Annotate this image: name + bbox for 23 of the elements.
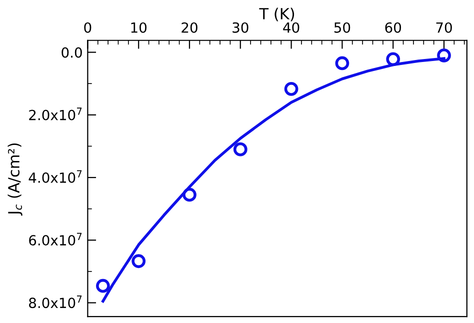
x-tick-label: 60: [385, 22, 401, 33]
x-tick-label: 50: [334, 22, 350, 33]
y-tick-label: 8.0x10$^{7}$: [29, 296, 82, 308]
point: [233, 142, 248, 156]
x-tick-label: 0: [84, 22, 92, 33]
point: [437, 48, 451, 62]
point: [386, 52, 400, 66]
x-tick-label: 10: [131, 22, 147, 33]
y-tick-label: 2.0x10$^{7}$: [29, 108, 82, 120]
point: [335, 56, 350, 70]
y-tick-label: 0.0: [62, 47, 82, 58]
x-tick-label: 40: [283, 22, 300, 33]
x-tick-label: 70: [436, 22, 452, 33]
y-axis-title: J$_{c}$ (A/cm²): [8, 143, 22, 216]
x-tick-label: 20: [182, 22, 198, 33]
point: [284, 82, 298, 96]
point: [96, 278, 110, 293]
x-axis-title: T (K): [259, 8, 294, 22]
point: [132, 254, 146, 268]
point: [182, 188, 196, 202]
y-tick-label: 6.0x10$^{7}$: [29, 232, 82, 246]
x-tick-label: 30: [232, 22, 248, 33]
y-tick-label: 4.0x10$^{7}$: [28, 170, 82, 183]
